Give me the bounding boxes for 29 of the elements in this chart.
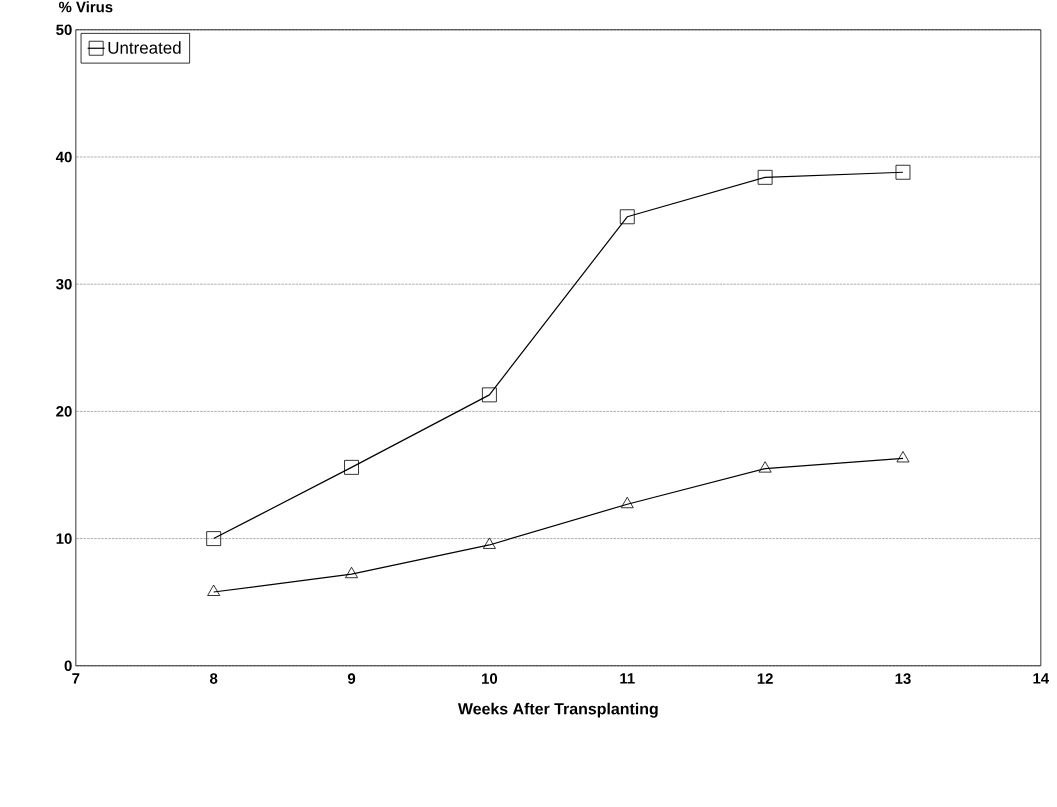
point (896, 451, 910, 463)
legend-label: Untreated (108, 41, 181, 54)
y-tick-label: 20 (56, 406, 72, 417)
x-tick-label: 11 (620, 673, 635, 684)
point (207, 584, 221, 596)
y-tick-label: 10 (56, 533, 72, 544)
x-axis-title: Weeks After Transplanting (457, 702, 658, 718)
point (345, 566, 358, 579)
y-tick-label: 30 (56, 278, 72, 290)
point (344, 459, 359, 475)
point (757, 169, 773, 185)
x-tick-label: 10 (482, 673, 498, 684)
x-tick-label: 13 (895, 673, 911, 684)
x-tick-label: 12 (757, 673, 773, 684)
point (482, 537, 496, 549)
point (619, 209, 635, 225)
point (758, 461, 772, 473)
y-axis-title: % Virus (58, 1, 113, 13)
x-tick-label: 7 (72, 673, 80, 684)
point (895, 164, 911, 180)
y-tick-label: 0 (64, 660, 72, 672)
point (482, 387, 497, 403)
x-tick-label: 8 (210, 673, 218, 684)
y-tick-label: 50 (56, 24, 72, 36)
y-tick-label: 40 (55, 151, 72, 163)
x-tick-label: 14 (1033, 673, 1050, 684)
point (206, 531, 222, 546)
x-tick-label: 9 (347, 673, 356, 684)
point (620, 496, 634, 509)
